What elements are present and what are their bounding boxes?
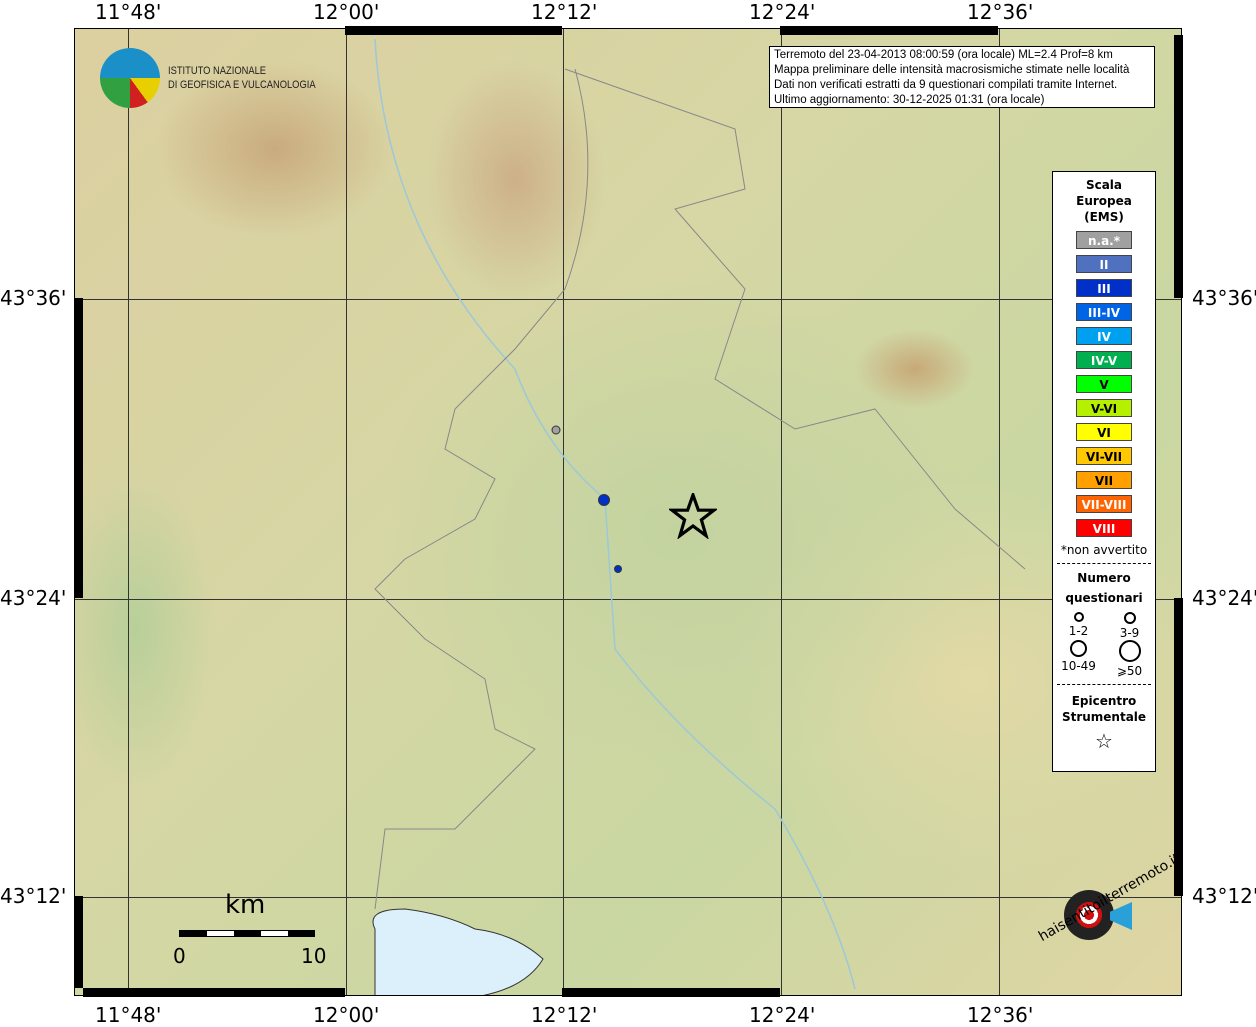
intensity-point[interactable] [614, 565, 622, 573]
region-border [564, 68, 1026, 570]
intensity-map[interactable] [74, 28, 1182, 996]
lon-label: 12°24' [749, 1003, 816, 1027]
gridline [346, 29, 347, 995]
frame-tick [74, 896, 83, 988]
region-border [374, 68, 589, 910]
legend-swatch-iii: III [1076, 279, 1132, 297]
frame-tick [780, 26, 998, 35]
last-update: Ultimo aggiornamento: 30-12-2025 01:31 (… [774, 94, 1045, 106]
count-title: questionari [1065, 591, 1143, 605]
circle-size-icon [1073, 612, 1084, 622]
legend-title: Scala [1085, 178, 1123, 192]
gridline [563, 29, 564, 995]
frame-tick [562, 988, 780, 997]
legend-swatch-n-a-: n.a.* [1076, 231, 1132, 249]
circle-size-icon [1118, 640, 1141, 662]
count-label: 10-49 [1061, 659, 1096, 673]
count-label: ⩾50 [1116, 664, 1143, 678]
intensity-point[interactable] [598, 494, 610, 506]
legend-swatch-viii: VIII [1076, 519, 1132, 537]
circle-size-icon [1123, 612, 1136, 624]
lon-label: 11°48' [95, 0, 162, 24]
scale-min: 0 [173, 944, 186, 968]
frame-tick [83, 988, 345, 997]
lon-label: 12°00' [313, 1003, 380, 1027]
megaphone-icon [1110, 902, 1132, 930]
event-info-box: Terremoto del 23-04-2013 08:00:59 (ora l… [769, 46, 1155, 108]
lon-label: 12°00' [313, 0, 380, 24]
frame-tick [1174, 35, 1183, 298]
lon-label: 12°12' [531, 1003, 598, 1027]
lat-label: 43°36' [1192, 286, 1256, 310]
count-label: 3-9 [1119, 626, 1140, 640]
count-label: 1-2 [1068, 624, 1089, 638]
scale-unit: km [225, 890, 266, 920]
river [374, 38, 856, 990]
map-features [372, 38, 1026, 995]
lon-label: 12°12' [531, 0, 598, 24]
lat-label: 43°24' [1192, 586, 1256, 610]
divider [1057, 684, 1151, 685]
lon-label: 11°48' [95, 1003, 162, 1027]
lon-label: 12°24' [749, 0, 816, 24]
target-icon [1064, 890, 1114, 940]
ingv-name: DI GEOFISICA E VULCANOLOGIA [168, 79, 316, 91]
count-title: Numero [1077, 571, 1131, 585]
legend-swatch-vii-viii: VII-VIII [1076, 495, 1132, 513]
gridline [999, 29, 1000, 995]
frame-tick [1174, 598, 1183, 896]
lat-label: 43°12' [1192, 884, 1256, 908]
gridline [75, 599, 1181, 600]
legend-swatch-ii: II [1076, 255, 1132, 273]
legend-swatch-iv-v: IV-V [1076, 351, 1132, 369]
lon-label: 12°36' [967, 1003, 1034, 1027]
legend-swatch-v-vi: V-VI [1076, 399, 1132, 417]
legend-swatch-iv: IV [1076, 327, 1132, 345]
frame-tick [74, 298, 83, 598]
lake-trasimeno [372, 908, 544, 995]
map-description: Mappa preliminare delle intensità macros… [774, 64, 1130, 76]
hsit-logo: haisentitoilterremoto.it [1036, 851, 1183, 970]
ingv-name: ISTITUTO NAZIONALE [168, 65, 267, 77]
epicenter-star-icon[interactable] [669, 493, 717, 539]
scale-max: 10 [301, 944, 327, 968]
intensity-point[interactable] [551, 425, 561, 435]
gridline [75, 897, 1181, 898]
star-icon: ☆ [1095, 729, 1113, 753]
divider [1057, 563, 1151, 564]
legend-swatch-v: V [1076, 375, 1132, 393]
legend-swatch-vi: VI [1076, 423, 1132, 441]
lat-label: 43°36' [0, 286, 67, 310]
event-line: Terremoto del 23-04-2013 08:00:59 (ora l… [774, 49, 1113, 61]
gridline [781, 29, 782, 995]
gridline [128, 29, 129, 995]
legend-title: (EMS) [1084, 210, 1124, 224]
legend-swatch-vi-vii: VI-VII [1076, 447, 1132, 465]
circle-size-icon [1070, 640, 1087, 657]
epicenter-title: Strumentale [1061, 710, 1147, 724]
lon-label: 12°36' [967, 0, 1034, 24]
legend-title: Europea [1076, 194, 1132, 208]
legend-note: *non avvertito [1060, 543, 1148, 557]
legend: Scala Europea (EMS) n.a.* II III III-IV IV IV… [1052, 171, 1156, 772]
scale-bar: km 0 10 [173, 890, 327, 970]
frame-tick [345, 26, 562, 35]
data-note: Dati non verificati estratti da 9 questi… [774, 79, 1118, 91]
legend-swatch-iii-iv: III-IV [1076, 303, 1132, 321]
legend-swatch-vii: VII [1076, 471, 1132, 489]
globe-icon [100, 48, 160, 108]
lat-label: 43°24' [0, 586, 67, 610]
lat-label: 43°12' [0, 884, 67, 908]
epicenter-title: Epicentro [1071, 694, 1137, 708]
gridline [75, 299, 1181, 300]
